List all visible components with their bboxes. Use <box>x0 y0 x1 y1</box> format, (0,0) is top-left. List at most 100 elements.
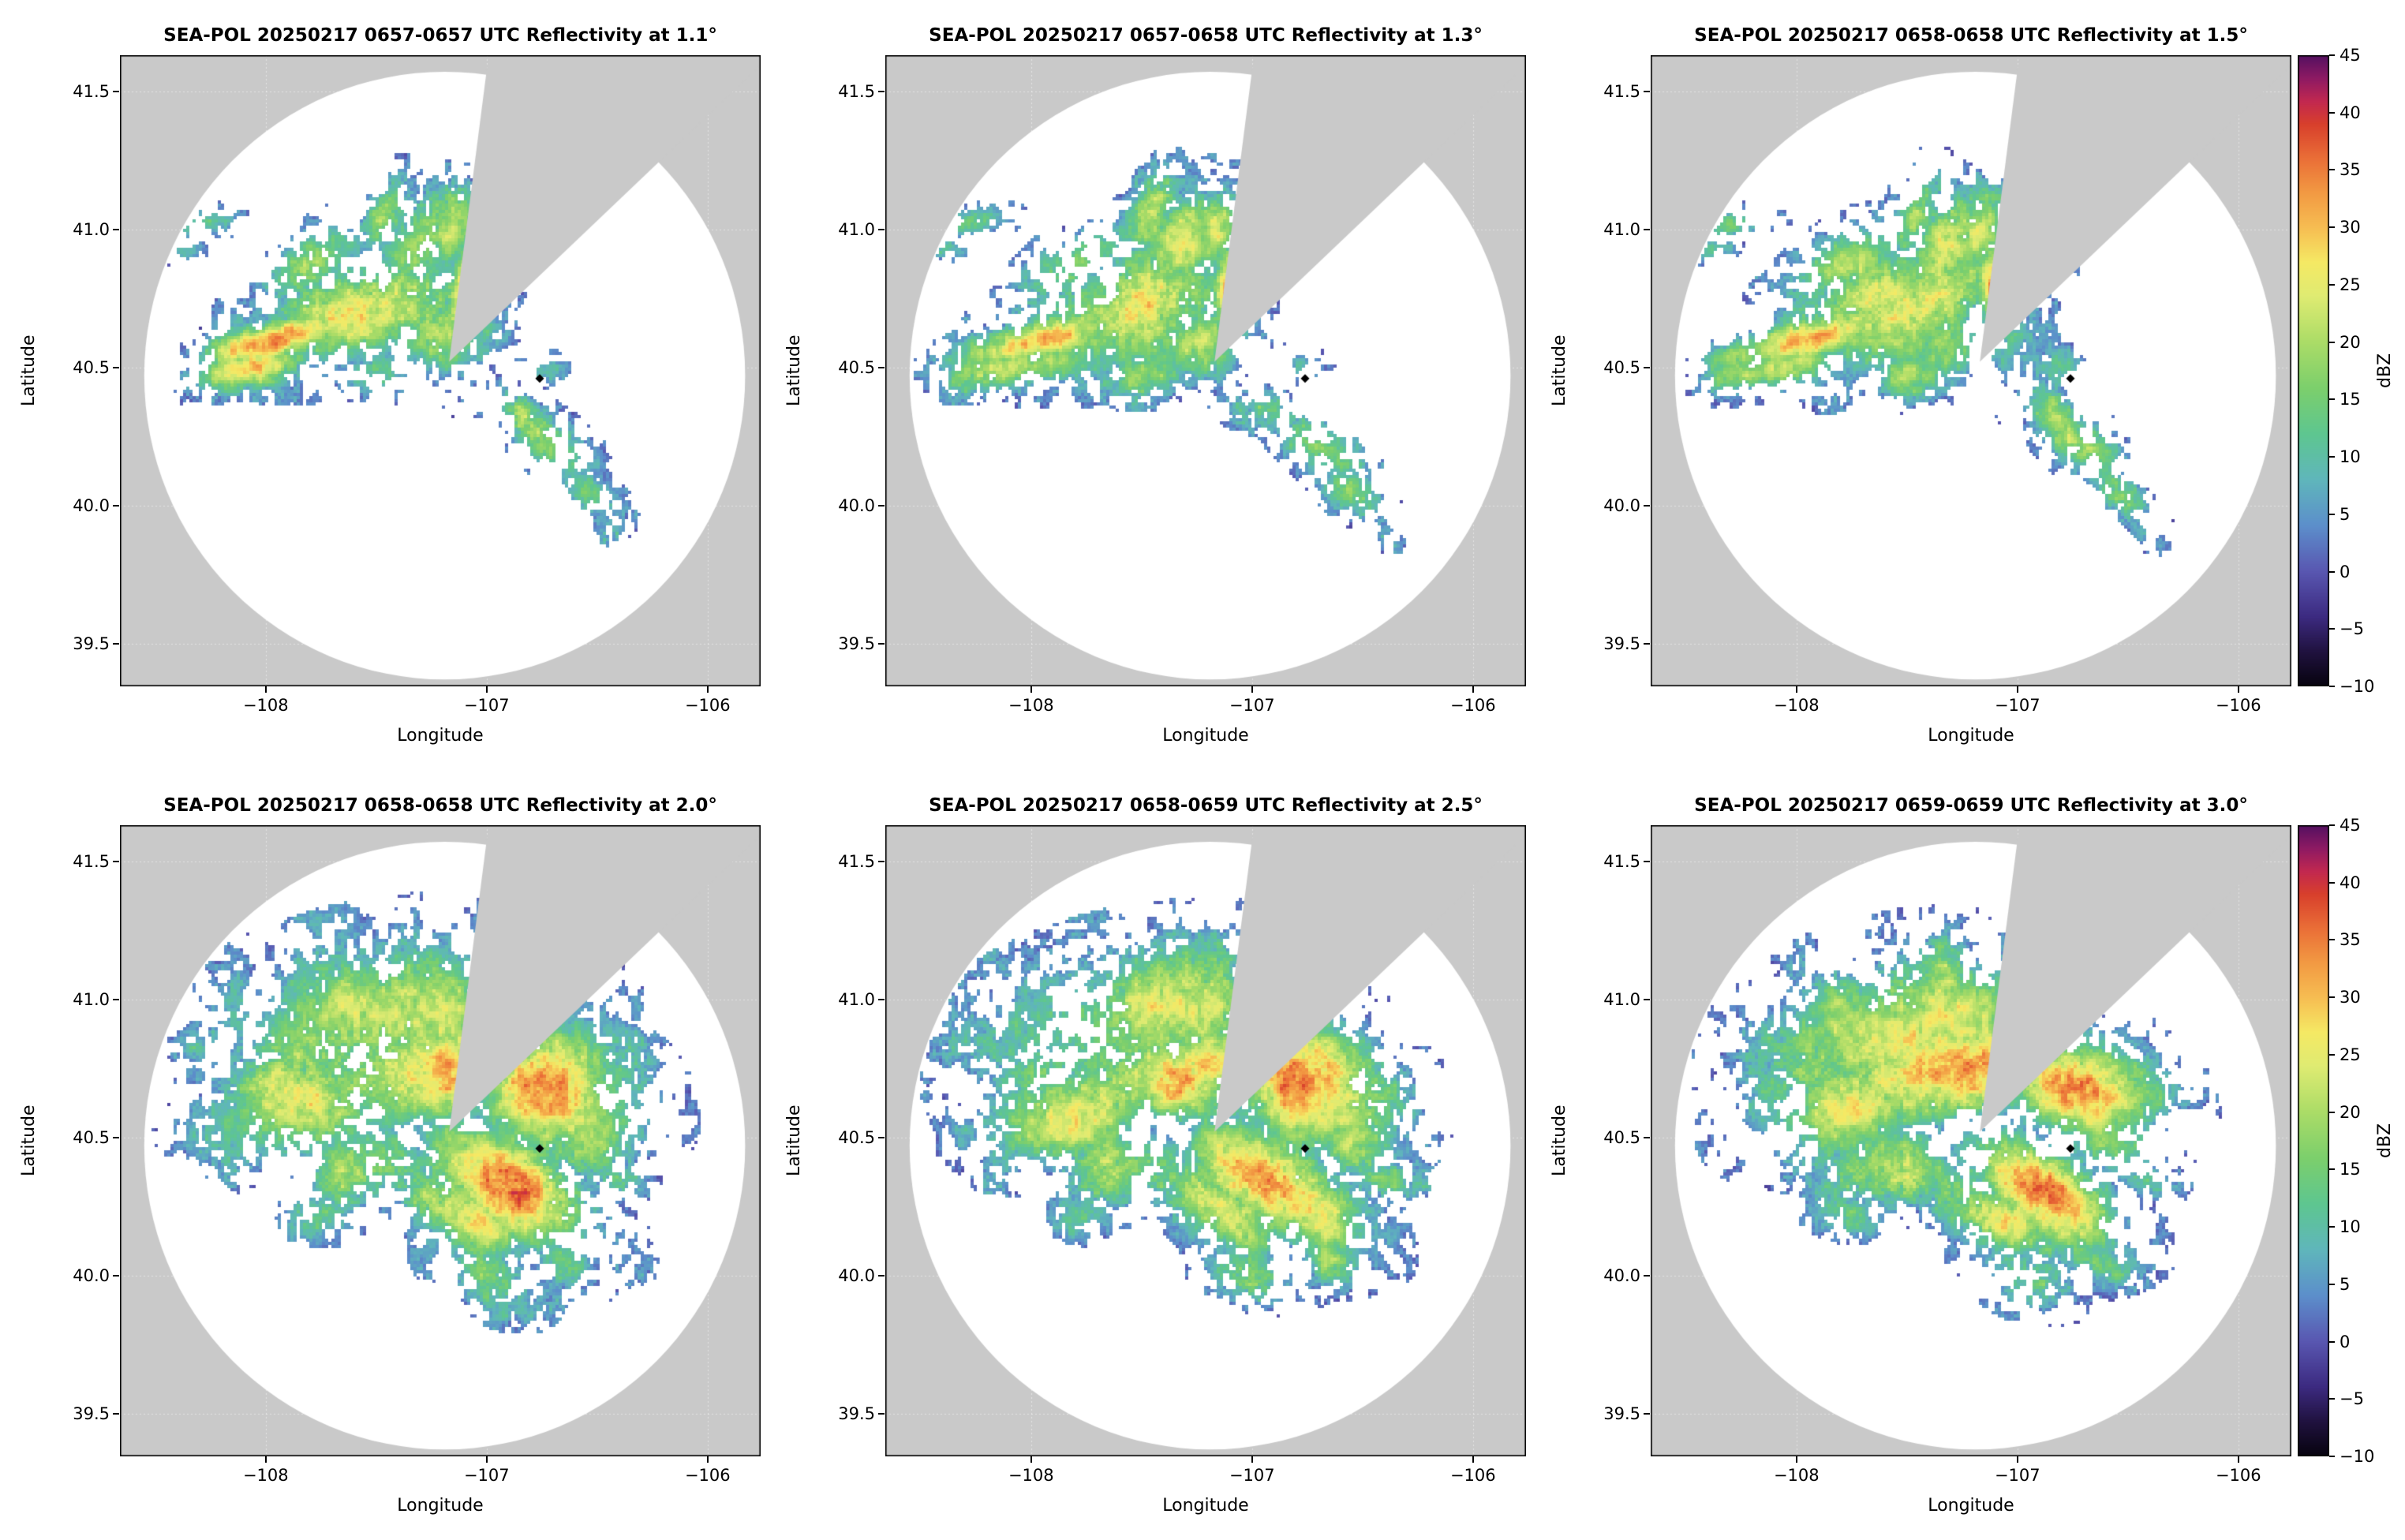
colorbar-tick-label: 20 <box>2340 1102 2361 1122</box>
y-tick-mark <box>1644 504 1650 506</box>
y-tick-mark <box>113 860 119 862</box>
colorbar-tick-label: 35 <box>2340 160 2361 180</box>
y-tick-mark <box>113 90 119 92</box>
x-axis-label: Longitude <box>1928 1496 2014 1516</box>
x-tick-mark <box>2237 686 2239 693</box>
y-tick-mark <box>113 1136 119 1138</box>
colorbar-tick-mark <box>2329 1340 2335 1343</box>
y-tick-label: 39.5 <box>838 1404 875 1423</box>
y-tick-mark <box>878 90 885 92</box>
panel-title: SEA-POL 20250217 0658-0658 UTC Reflectiv… <box>1694 25 2248 46</box>
x-tick-mark <box>264 1456 267 1463</box>
colorbar-tick-mark <box>2329 111 2335 114</box>
y-axis-label: Latitude <box>1550 335 1569 407</box>
y-tick-mark <box>878 1274 885 1276</box>
x-tick-label: −108 <box>242 1466 289 1485</box>
x-tick-label: −108 <box>1773 1466 1820 1485</box>
y-tick-mark <box>878 228 885 230</box>
y-tick-mark <box>1644 90 1650 92</box>
x-tick-label: −108 <box>1773 696 1820 715</box>
x-tick-mark <box>485 686 488 693</box>
y-axis-label: Latitude <box>784 335 804 407</box>
colorbar-tick-label: 0 <box>2340 562 2351 581</box>
x-tick-label: −106 <box>2215 696 2261 715</box>
radar-plot-canvas <box>1651 825 2291 1456</box>
y-tick-mark <box>1644 998 1650 1000</box>
colorbar-tick-mark <box>2329 686 2335 687</box>
y-tick-label: 40.0 <box>838 1265 875 1285</box>
x-tick-mark <box>1251 1456 1253 1463</box>
radar-plot-canvas <box>1651 55 2291 686</box>
y-tick-label: 41.0 <box>1603 219 1640 239</box>
colorbar-tick-label: 5 <box>2340 504 2351 524</box>
x-tick-label: −108 <box>242 696 289 715</box>
colorbar-tick-mark <box>2329 341 2335 343</box>
y-axis-label: Latitude <box>19 335 39 407</box>
colorbar-tick-mark <box>2329 1398 2335 1400</box>
colorbar-tick-mark <box>2329 939 2335 941</box>
y-tick-label: 41.5 <box>1603 851 1640 871</box>
colorbar-tick-mark <box>2329 169 2335 171</box>
y-tick-label: 39.5 <box>73 1404 110 1423</box>
radar-panel: SEA-POL 20250217 0658-0658 UTC Reflectiv… <box>17 770 767 1540</box>
y-tick-label: 40.0 <box>73 1265 110 1285</box>
y-tick-mark <box>1644 1412 1650 1415</box>
y-tick-label: 39.5 <box>1603 1404 1640 1423</box>
x-tick-label: −107 <box>1994 1466 2040 1485</box>
x-tick-label: −108 <box>1008 1466 1054 1485</box>
panel-title: SEA-POL 20250217 0659-0659 UTC Reflectiv… <box>1694 795 2248 816</box>
y-tick-mark <box>113 228 119 230</box>
radar-panel: SEA-POL 20250217 0658-0658 UTC Reflectiv… <box>1548 0 2298 770</box>
y-tick-label: 40.0 <box>73 495 110 515</box>
y-tick-label: 39.5 <box>1603 634 1640 653</box>
colorbar-tick-label: 5 <box>2340 1274 2351 1294</box>
x-axis-label: Longitude <box>1162 1496 1249 1516</box>
x-tick-label: −106 <box>684 1466 731 1485</box>
colorbar-tick-mark <box>2329 283 2335 286</box>
colorbar-tick-label: 30 <box>2340 988 2361 1007</box>
colorbar-tick-mark <box>2329 1226 2335 1228</box>
radar-panel: SEA-POL 20250217 0657-0657 UTC Reflectiv… <box>17 0 767 770</box>
y-tick-label: 39.5 <box>838 634 875 653</box>
colorbar-tick-label: 10 <box>2340 447 2361 467</box>
colorbar-tick-label: 40 <box>2340 103 2361 122</box>
colorbar-tick-mark <box>2329 824 2335 826</box>
y-tick-mark <box>1644 1274 1650 1276</box>
panel-title: SEA-POL 20250217 0657-0657 UTC Reflectiv… <box>163 25 717 46</box>
x-tick-mark <box>706 686 709 693</box>
x-tick-label: −107 <box>1229 1466 1275 1485</box>
y-tick-mark <box>1644 228 1650 230</box>
colorbar-tick-label: 35 <box>2340 930 2361 950</box>
y-tick-label: 41.5 <box>1603 81 1640 101</box>
x-tick-mark <box>1030 686 1032 693</box>
radar-plot-canvas <box>120 825 761 1456</box>
x-tick-mark <box>2237 1456 2239 1463</box>
colorbar-tick-label: −10 <box>2340 1447 2375 1466</box>
y-tick-mark <box>1644 366 1650 368</box>
colorbar-tick-label: −5 <box>2340 1389 2364 1409</box>
x-tick-label: −106 <box>2215 1466 2261 1485</box>
y-tick-label: 40.0 <box>1603 1265 1640 1285</box>
x-tick-mark <box>706 1456 709 1463</box>
colorbar-tick-label: 20 <box>2340 332 2361 352</box>
radar-panel: SEA-POL 20250217 0659-0659 UTC Reflectiv… <box>1548 770 2298 1540</box>
x-tick-mark <box>1795 1456 1797 1463</box>
panel-title: SEA-POL 20250217 0658-0658 UTC Reflectiv… <box>163 795 717 816</box>
x-axis-label: Longitude <box>397 726 484 746</box>
y-tick-mark <box>1644 860 1650 862</box>
y-tick-label: 41.0 <box>1603 989 1640 1009</box>
x-tick-mark <box>2016 1456 2018 1463</box>
colorbar-tick-mark <box>2329 1111 2335 1113</box>
y-tick-label: 39.5 <box>73 634 110 653</box>
y-tick-label: 41.0 <box>73 989 110 1009</box>
colorbar-tick-mark <box>2329 996 2335 999</box>
colorbar-tick-mark <box>2329 881 2335 884</box>
x-tick-mark <box>2016 686 2018 693</box>
colorbar-tick-label: −10 <box>2340 677 2375 696</box>
colorbar-tick-label: 30 <box>2340 218 2361 237</box>
radar-plot-canvas <box>120 55 761 686</box>
y-tick-mark <box>1644 642 1650 645</box>
y-tick-label: 41.0 <box>73 219 110 239</box>
x-axis-label: Longitude <box>1162 726 1249 746</box>
